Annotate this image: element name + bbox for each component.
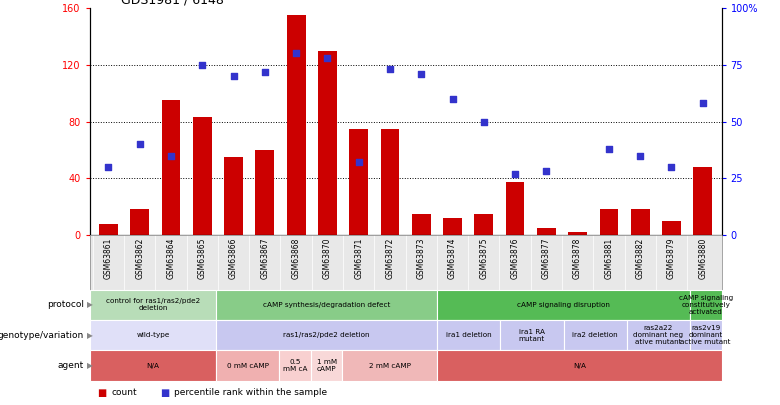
Text: GSM63882: GSM63882 <box>636 238 645 279</box>
Text: ■: ■ <box>98 388 107 398</box>
Text: cAMP signaling
constitutively
activated: cAMP signaling constitutively activated <box>679 295 733 315</box>
Bar <box>99 224 118 235</box>
Text: 2 mM cAMP: 2 mM cAMP <box>369 362 411 369</box>
Text: ras1/ras2/pde2 deletion: ras1/ras2/pde2 deletion <box>283 332 370 338</box>
Text: percentile rank within the sample: percentile rank within the sample <box>174 388 327 397</box>
Point <box>165 152 177 159</box>
Text: GSM63870: GSM63870 <box>323 238 332 279</box>
Bar <box>443 218 462 235</box>
Bar <box>287 15 306 235</box>
Text: GSM63877: GSM63877 <box>542 238 551 279</box>
Bar <box>412 214 431 235</box>
Point <box>133 141 146 147</box>
Text: ira2 deletion: ira2 deletion <box>573 332 618 338</box>
Point <box>603 145 615 152</box>
Point <box>415 70 427 77</box>
Text: ▶: ▶ <box>87 300 94 309</box>
Text: ras2a22
dominant neg
ative mutant: ras2a22 dominant neg ative mutant <box>633 325 683 345</box>
Text: cAMP synthesis/degradation defect: cAMP synthesis/degradation defect <box>263 302 390 308</box>
Point <box>290 50 303 57</box>
Text: ▶: ▶ <box>87 330 94 340</box>
Point <box>697 100 709 107</box>
Text: GSM63871: GSM63871 <box>354 238 363 279</box>
Bar <box>224 157 243 235</box>
Text: GDS1981 / 6148: GDS1981 / 6148 <box>122 0 224 7</box>
Text: N/A: N/A <box>573 362 586 369</box>
Bar <box>662 221 681 235</box>
Text: ■: ■ <box>160 388 169 398</box>
Text: 1 mM
cAMP: 1 mM cAMP <box>317 359 337 372</box>
Text: GSM63864: GSM63864 <box>166 238 176 279</box>
Text: ira1 deletion: ira1 deletion <box>446 332 491 338</box>
Bar <box>161 100 180 235</box>
Bar <box>256 150 275 235</box>
Text: GSM63865: GSM63865 <box>198 238 207 279</box>
Text: genotype/variation: genotype/variation <box>0 330 84 340</box>
Point <box>634 152 647 159</box>
Text: GSM63872: GSM63872 <box>385 238 395 279</box>
Point <box>196 62 208 68</box>
Bar <box>631 209 650 235</box>
Text: GSM63874: GSM63874 <box>448 238 457 279</box>
Text: cAMP signaling disruption: cAMP signaling disruption <box>517 302 610 308</box>
Text: GSM63866: GSM63866 <box>229 238 238 279</box>
Bar <box>193 117 211 235</box>
Text: GSM63876: GSM63876 <box>511 238 519 279</box>
Point <box>384 66 396 72</box>
Point <box>227 73 239 79</box>
Text: ras2v19
dominant
active mutant: ras2v19 dominant active mutant <box>680 325 731 345</box>
Text: count: count <box>112 388 137 397</box>
Text: GSM63873: GSM63873 <box>417 238 426 279</box>
Point <box>665 164 678 170</box>
Bar <box>505 182 524 235</box>
Text: GSM63880: GSM63880 <box>698 238 707 279</box>
Point <box>509 171 521 177</box>
Text: GSM63875: GSM63875 <box>479 238 488 279</box>
Bar <box>130 209 149 235</box>
Text: ira1 RA
mutant: ira1 RA mutant <box>519 328 545 342</box>
Point <box>353 159 365 166</box>
Text: GSM63868: GSM63868 <box>292 238 300 279</box>
Point <box>477 118 490 125</box>
Point <box>446 96 459 102</box>
Point <box>259 68 271 75</box>
Text: ▶: ▶ <box>87 361 94 370</box>
Bar <box>381 129 399 235</box>
Bar <box>349 129 368 235</box>
Text: GSM63861: GSM63861 <box>104 238 113 279</box>
Text: protocol: protocol <box>48 300 84 309</box>
Bar <box>537 228 555 235</box>
Text: GSM63867: GSM63867 <box>261 238 269 279</box>
Bar <box>569 232 587 235</box>
Text: GSM63862: GSM63862 <box>135 238 144 279</box>
Text: agent: agent <box>58 361 84 370</box>
Bar <box>600 209 619 235</box>
Text: N/A: N/A <box>147 362 159 369</box>
Text: GSM63879: GSM63879 <box>667 238 676 279</box>
Text: control for ras1/ras2/pde2
deletion: control for ras1/ras2/pde2 deletion <box>106 298 200 311</box>
Bar <box>474 214 493 235</box>
Point <box>321 55 334 61</box>
Point <box>102 164 115 170</box>
Text: GSM63878: GSM63878 <box>573 238 582 279</box>
Bar <box>693 167 712 235</box>
Bar <box>318 51 337 235</box>
Point <box>540 168 552 175</box>
Text: wild-type: wild-type <box>136 332 169 338</box>
Text: 0.5
mM cA: 0.5 mM cA <box>283 359 307 372</box>
Text: GSM63881: GSM63881 <box>604 238 613 279</box>
Text: 0 mM cAMP: 0 mM cAMP <box>227 362 268 369</box>
